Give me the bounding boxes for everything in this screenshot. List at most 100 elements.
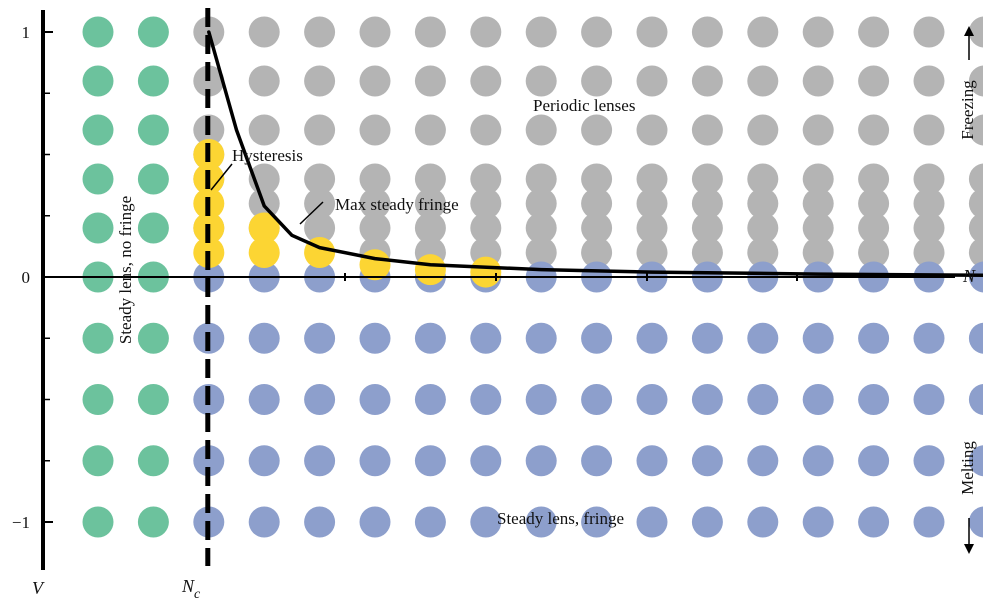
point-hysteresis: [470, 257, 501, 288]
point-steady-lens-no-fringe: [83, 115, 114, 146]
point-steady-lens-fringe: [360, 384, 391, 415]
point-periodic-lenses: [914, 66, 945, 97]
point-steady-lens-fringe: [249, 445, 280, 476]
point-steady-lens-no-fringe: [83, 213, 114, 244]
point-steady-lens-fringe: [969, 384, 983, 415]
point-steady-lens-no-fringe: [138, 507, 169, 538]
point-steady-lens-no-fringe: [138, 164, 169, 195]
point-steady-lens-no-fringe: [138, 445, 169, 476]
point-periodic-lenses: [415, 66, 446, 97]
point-periodic-lenses: [692, 66, 723, 97]
y-tick-label: 0: [22, 268, 31, 287]
point-steady-lens-no-fringe: [138, 384, 169, 415]
point-periodic-lenses: [526, 188, 557, 219]
point-periodic-lenses: [858, 66, 889, 97]
point-steady-lens-fringe: [581, 445, 612, 476]
point-periodic-lenses: [747, 17, 778, 48]
point-steady-lens-no-fringe: [138, 323, 169, 354]
point-periodic-lenses: [304, 17, 335, 48]
point-steady-lens-no-fringe: [83, 384, 114, 415]
point-steady-lens-no-fringe: [83, 66, 114, 97]
point-steady-lens-fringe: [526, 384, 557, 415]
point-periodic-lenses: [747, 188, 778, 219]
point-steady-lens-fringe: [914, 323, 945, 354]
point-steady-lens-no-fringe: [83, 164, 114, 195]
point-periodic-lenses: [692, 17, 723, 48]
x-axis-label: N: [962, 266, 976, 286]
point-periodic-lenses: [692, 188, 723, 219]
critical-n-subscript: c: [194, 587, 201, 601]
point-periodic-lenses: [304, 115, 335, 146]
point-steady-lens-fringe: [360, 445, 391, 476]
point-steady-lens-fringe: [858, 445, 889, 476]
point-periodic-lenses: [803, 115, 834, 146]
point-periodic-lenses: [249, 66, 280, 97]
point-periodic-lenses: [581, 66, 612, 97]
point-steady-lens-fringe: [637, 323, 668, 354]
point-steady-lens-fringe: [803, 507, 834, 538]
point-steady-lens-fringe: [858, 384, 889, 415]
point-steady-lens-fringe: [747, 323, 778, 354]
point-periodic-lenses: [803, 66, 834, 97]
point-steady-lens-fringe: [304, 445, 335, 476]
y-tick-label: 1: [22, 23, 31, 42]
point-steady-lens-fringe: [304, 323, 335, 354]
point-steady-lens-fringe: [360, 323, 391, 354]
point-steady-lens-no-fringe: [83, 323, 114, 354]
point-periodic-lenses: [914, 115, 945, 146]
point-steady-lens-fringe: [415, 445, 446, 476]
point-steady-lens-fringe: [637, 445, 668, 476]
point-steady-lens-no-fringe: [83, 445, 114, 476]
point-steady-lens-fringe: [969, 507, 983, 538]
point-steady-lens-fringe: [692, 445, 723, 476]
point-steady-lens-fringe: [581, 384, 612, 415]
point-steady-lens-fringe: [637, 384, 668, 415]
point-periodic-lenses: [360, 66, 391, 97]
point-steady-lens-fringe: [747, 384, 778, 415]
point-steady-lens-fringe: [803, 384, 834, 415]
critical-n-label: Nc: [181, 576, 201, 601]
point-periodic-lenses: [304, 188, 335, 219]
point-steady-lens-fringe: [415, 323, 446, 354]
y-tick-label: −1: [12, 513, 30, 532]
point-steady-lens-no-fringe: [138, 115, 169, 146]
point-steady-lens-fringe: [969, 323, 983, 354]
point-steady-lens-fringe: [747, 445, 778, 476]
point-periodic-lenses: [581, 115, 612, 146]
melting-arrow-head: [964, 544, 974, 554]
point-periodic-lenses: [526, 17, 557, 48]
point-hysteresis: [360, 249, 391, 280]
point-periodic-lenses: [858, 188, 889, 219]
point-periodic-lenses: [858, 115, 889, 146]
point-steady-lens-fringe: [581, 323, 612, 354]
point-steady-lens-fringe: [803, 323, 834, 354]
point-periodic-lenses: [249, 115, 280, 146]
point-steady-lens-fringe: [692, 323, 723, 354]
point-periodic-lenses: [747, 115, 778, 146]
point-steady-lens-fringe: [470, 445, 501, 476]
point-periodic-lenses: [637, 188, 668, 219]
point-steady-lens-fringe: [692, 384, 723, 415]
point-steady-lens-fringe: [360, 507, 391, 538]
point-steady-lens-fringe: [914, 384, 945, 415]
point-steady-lens-no-fringe: [138, 213, 169, 244]
point-steady-lens-fringe: [637, 507, 668, 538]
point-steady-lens-fringe: [526, 445, 557, 476]
point-steady-lens-fringe: [692, 507, 723, 538]
point-periodic-lenses: [637, 66, 668, 97]
point-steady-lens-fringe: [304, 384, 335, 415]
point-steady-lens-fringe: [803, 445, 834, 476]
point-periodic-lenses: [969, 188, 983, 219]
point-steady-lens-no-fringe: [138, 17, 169, 48]
point-periodic-lenses: [360, 115, 391, 146]
point-periodic-lenses: [470, 188, 501, 219]
steady-lens-fringe-label: Steady lens, fringe: [497, 509, 624, 528]
point-steady-lens-no-fringe: [83, 507, 114, 538]
point-periodic-lenses: [526, 115, 557, 146]
point-steady-lens-fringe: [249, 384, 280, 415]
steady-lens-no-fringe-label: Steady lens, no fringe: [116, 196, 135, 344]
point-steady-lens-fringe: [415, 384, 446, 415]
